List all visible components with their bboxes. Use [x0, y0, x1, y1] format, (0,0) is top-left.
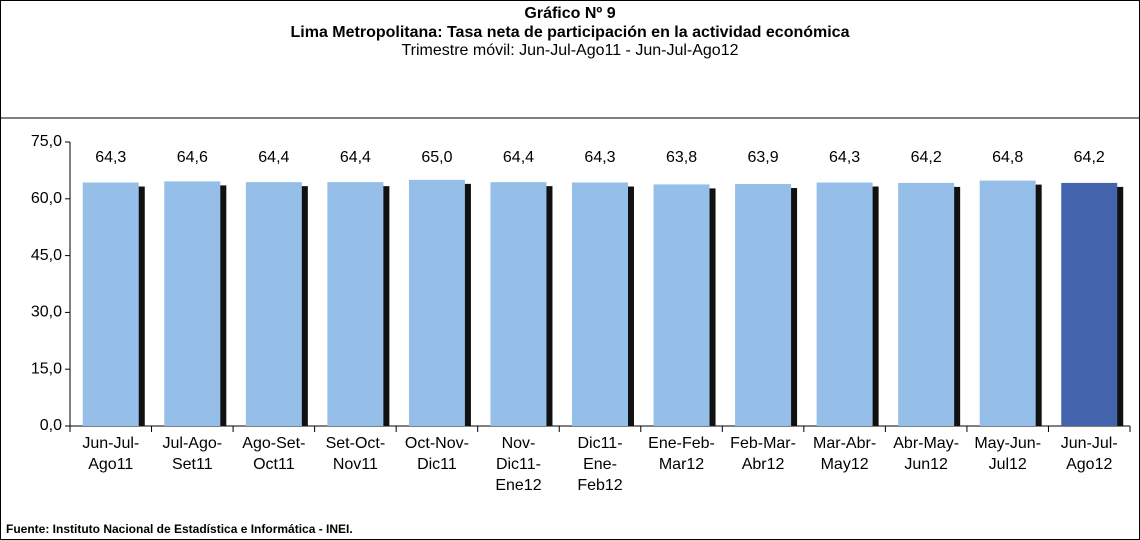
value-label: 64,3 — [829, 149, 860, 166]
chart-title: Lima Metropolitana: Tasa neta de partici… — [291, 24, 850, 41]
x-tick-label: Oct-Nov-Dic11 — [405, 435, 469, 473]
value-label: 64,6 — [177, 149, 208, 166]
bar — [82, 182, 139, 426]
x-tick-label: Jul-Ago-Set11 — [163, 435, 223, 473]
bar — [816, 182, 873, 426]
bar — [572, 182, 628, 426]
y-tick-label: 60,0 — [31, 190, 62, 207]
bar — [979, 180, 1036, 426]
source-note: Fuente: Instituto Nacional de Estadístic… — [6, 522, 353, 536]
y-tick-label: 30,0 — [31, 304, 62, 321]
value-label: 64,8 — [992, 149, 1023, 166]
value-label: 64,2 — [911, 149, 942, 166]
x-tick-label: Ago-Set-Oct11 — [242, 435, 305, 473]
bar — [490, 182, 547, 426]
bar — [164, 181, 221, 426]
value-label: 64,3 — [584, 149, 615, 166]
x-tick-label: Ene-Feb-Mar12 — [648, 435, 715, 473]
bar — [898, 182, 955, 426]
chart-subtitle: Trimestre móvil: Jun-Jul-Ago11 - Jun-Jul… — [401, 42, 738, 59]
bar — [327, 182, 384, 426]
y-tick-label: 15,0 — [31, 360, 62, 377]
value-label: 63,9 — [748, 149, 779, 166]
bar — [653, 184, 710, 426]
x-tick-label: May-Jun-Jul12 — [974, 435, 1041, 473]
value-label: 64,4 — [503, 149, 534, 166]
bar — [245, 182, 302, 426]
x-tick-label: Jun-Jul-Ago11 — [82, 435, 139, 473]
x-tick-label: Mar-Abr-May12 — [813, 435, 876, 473]
value-label: 64,3 — [95, 149, 126, 166]
y-tick-label: 45,0 — [31, 247, 62, 264]
x-tick-label: Feb-Mar-Abr12 — [730, 435, 796, 473]
value-label: 64,2 — [1074, 149, 1105, 166]
value-label: 65,0 — [421, 149, 452, 166]
x-tick-label: Jun-Jul-Ago12 — [1061, 435, 1118, 473]
y-tick-label: 0,0 — [40, 417, 62, 434]
x-tick-label: Dic11-Ene-Feb12 — [577, 435, 622, 494]
value-label: 64,4 — [258, 149, 289, 166]
x-tick-label: Abr-May-Jun12 — [893, 435, 959, 473]
x-tick-label: Nov-Dic11-Ene12 — [495, 435, 541, 494]
chart-heading: Gráfico Nº 9 — [524, 5, 615, 22]
y-tick-label: 75,0 — [31, 133, 62, 150]
bar — [735, 184, 792, 426]
x-tick-label: Set-Oct-Nov11 — [326, 435, 386, 473]
value-label: 63,8 — [666, 149, 697, 166]
value-label: 64,4 — [340, 149, 371, 166]
bar — [1061, 182, 1118, 426]
bar — [408, 179, 465, 426]
